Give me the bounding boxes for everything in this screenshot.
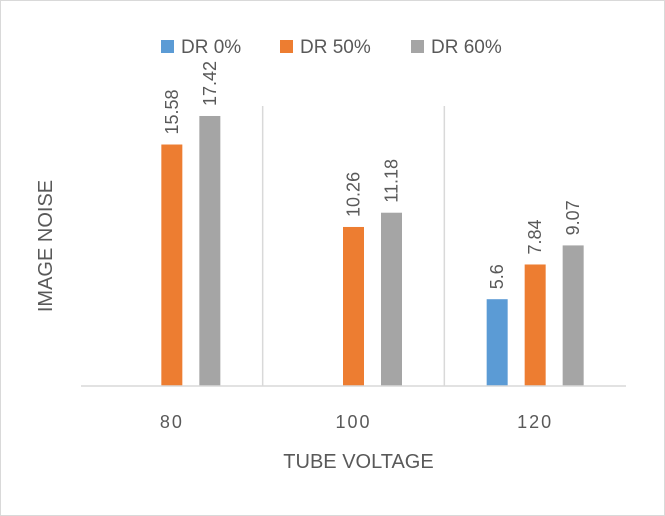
- legend-swatch: [411, 40, 424, 53]
- data-label: 9.07: [563, 200, 583, 235]
- legend-label: DR 60%: [431, 37, 502, 58]
- data-label: 5.6: [487, 264, 507, 289]
- bar-dr-50--80: [161, 144, 183, 386]
- legend: DR 0% DR 50% DR 60%: [161, 37, 502, 58]
- bar-dr-0--120: [486, 299, 508, 386]
- category-separators: [261, 106, 446, 386]
- data-label: 10.26: [344, 172, 364, 217]
- legend-label: DR 50%: [300, 37, 371, 58]
- legend-label: DR 0%: [181, 37, 241, 58]
- bar-dr-60--120: [562, 245, 584, 386]
- x-tick-label: 100: [335, 412, 371, 432]
- bar-dr-60--80: [199, 115, 221, 387]
- y-axis-title: IMAGE NOISE: [35, 180, 57, 312]
- bar-dr-60--100: [381, 212, 402, 386]
- bars-group: [161, 115, 584, 387]
- data-labels-group: 15.58 17.42 10.26 11.18 5.6 7.84 9.07: [162, 61, 583, 289]
- data-label: 17.42: [200, 61, 220, 106]
- legend-swatch: [161, 40, 174, 53]
- bar-dr-50--100: [343, 226, 364, 386]
- data-label: 15.58: [162, 89, 182, 134]
- data-label: 7.84: [525, 219, 545, 254]
- data-label: 11.18: [382, 159, 402, 203]
- x-tick-label: 80: [160, 412, 184, 432]
- x-axis-title: TUBE VOLTAGE: [283, 451, 433, 473]
- legend-swatch: [280, 40, 293, 53]
- x-tick-labels: 80 100 120: [160, 412, 553, 432]
- bar-dr-50--120: [524, 264, 546, 386]
- x-tick-label: 120: [517, 412, 553, 432]
